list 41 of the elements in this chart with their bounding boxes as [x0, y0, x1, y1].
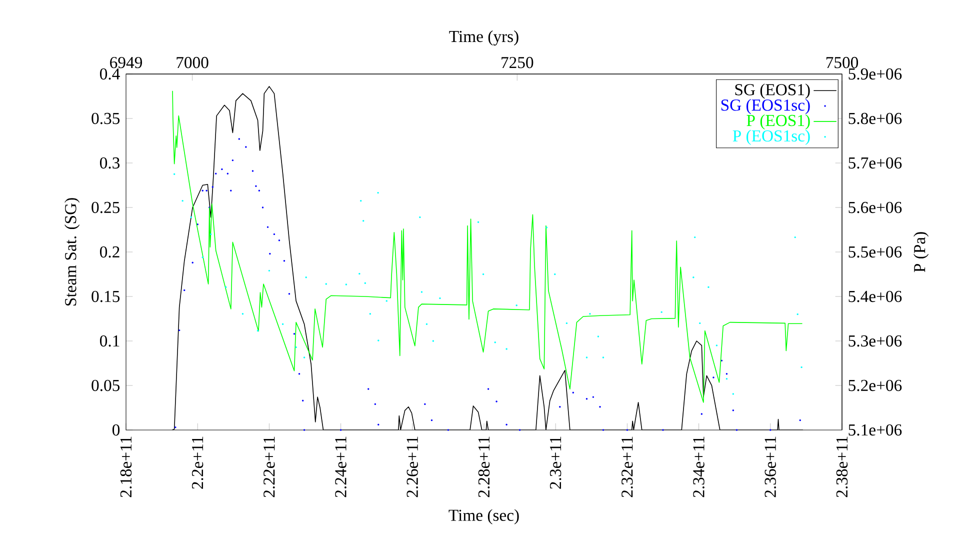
legend-label: SG (EOS1sc)	[721, 99, 810, 114]
y2-tick-label: 5.4e+06	[848, 290, 902, 302]
y2-axis-title: P (Pa)	[913, 232, 929, 272]
x-tick-label: 2.18e+11	[120, 436, 132, 498]
x-tick-label: 2.3e+11	[550, 436, 562, 489]
x2-axis-title: Time (yrs)	[449, 30, 518, 46]
y2-tick-label: 5.7e+06	[848, 157, 902, 169]
y2-tick-label: 5.3e+06	[848, 335, 902, 347]
y2-tick-label: 5.2e+06	[848, 380, 902, 392]
y-tick-label: 0.25	[92, 202, 120, 214]
y2-tick-label: 5.9e+06	[848, 68, 902, 80]
y-tick-label: 0.05	[92, 380, 120, 392]
x2-tick-label: 7500	[826, 56, 858, 68]
x2-tick-label: 7250	[502, 56, 534, 68]
legend-label: SG (EOS1)	[735, 84, 810, 99]
y-tick-label: 0	[112, 424, 120, 436]
x-tick-label: 2.22e+11	[264, 436, 275, 498]
x-tick-label: 2.38e+11	[836, 436, 848, 498]
y2-tick-label: 5.1e+06	[848, 424, 902, 436]
x-tick-label: 2.36e+11	[764, 436, 776, 498]
y2-tick-label: 5.6e+06	[848, 202, 902, 214]
y-tick-label: 0.2	[100, 246, 120, 258]
x-tick-label: 2.26e+11	[406, 436, 418, 498]
x-tick-label: 2.28e+11	[478, 436, 490, 498]
y-tick-label: 0.1	[100, 335, 120, 347]
x-axis-title: Time (sec)	[448, 509, 519, 524]
y2-tick-label: 5.8e+06	[848, 112, 902, 124]
x-tick-label: 2.2e+11	[192, 436, 204, 489]
y-tick-label: 0.3	[100, 157, 120, 169]
x-tick-label: 2.24e+11	[335, 436, 346, 498]
y2-tick-label: 5.5e+06	[848, 246, 902, 258]
y-tick-label: 0.35	[92, 112, 120, 124]
y-tick-label: 0.15	[92, 290, 120, 302]
legend-label: P (EOS1sc)	[732, 130, 810, 145]
x2-tick-label: 6949	[110, 56, 142, 68]
x-tick-label: 2.34e+11	[693, 436, 704, 498]
x-tick-label: 2.32e+11	[622, 436, 633, 498]
x2-tick-label: 7000	[176, 56, 208, 68]
y-tick-label: 0.4	[100, 68, 120, 80]
y-axis-title: Steam Sat. (SG)	[64, 198, 80, 306]
legend-label: P (EOS1)	[746, 114, 810, 130]
